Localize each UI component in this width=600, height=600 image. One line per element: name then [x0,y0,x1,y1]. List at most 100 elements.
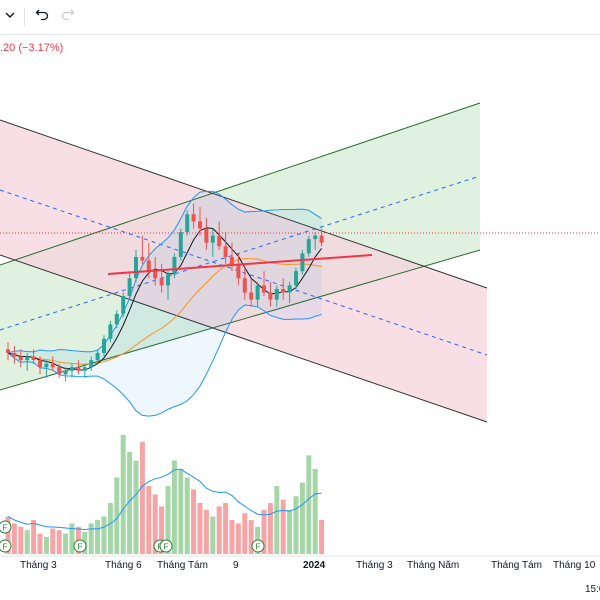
pitchfork-channel-pink-fill [0,120,487,422]
volume-bar [191,489,197,554]
candle-body [249,292,254,300]
candle-body [178,232,183,257]
volume-bar [274,486,280,554]
candle-body [121,296,126,314]
bollinger-lower-line [7,304,322,417]
channel-pink-upper-line [0,119,488,289]
candle-body [153,271,158,279]
chevron-down-icon [5,12,15,18]
bollinger-upper-line [7,190,322,354]
volume-bar [5,516,11,554]
time-axis-label: Tháng Tám [491,560,542,571]
candle-body [217,235,222,247]
volume-bar [203,509,209,554]
volume-bar [69,523,75,554]
volume-bar [280,499,286,554]
candle-body [281,288,286,293]
interval-dropdown-icon[interactable] [2,7,18,27]
volume-bars [5,435,325,554]
candle-body [57,367,62,375]
candle-body [146,260,151,272]
channel-green-lower-line [0,249,481,391]
candle-body [306,239,311,254]
volume-bar [101,516,107,554]
candle-body [210,235,215,243]
dividend-marker-label: F [3,543,8,552]
volume-bar [165,486,171,554]
candle-body [70,367,74,371]
channel-pink-mid-line [0,189,488,356]
time-axis[interactable]: Tháng 3 Tháng 6 Tháng Tám 9 2024 Tháng 3 Tháng… [20,560,596,571]
volume-bar [299,482,305,554]
time-axis-label: Tháng 3 [356,560,393,571]
candle-body [319,235,324,243]
redo-icon [61,9,75,21]
volume-bar [229,520,235,554]
volume-bar [24,530,30,554]
candle-body [140,256,145,261]
volume-bar [319,520,325,554]
time-axis-label: Tháng Tám [157,560,208,571]
bollinger-fill [8,191,322,417]
candle-body [114,313,119,325]
candle-body [31,356,36,361]
dividend-marker-label: F [164,543,169,552]
candle-body [102,338,106,353]
volume-bar [223,503,229,554]
dividend-marker-icon [73,539,87,553]
candle-body [300,253,305,272]
candle-body [12,352,17,357]
candle-body [108,324,113,339]
volume-bar [127,452,133,554]
candle-body [185,214,190,233]
candle-body [82,367,87,371]
time-axis-label: Tháng Năm [407,560,459,571]
candle-body [89,360,94,368]
dividend-marker-label: F [3,524,8,533]
candle-body [274,288,279,300]
candle-body [230,256,234,265]
undo-button[interactable] [32,7,52,27]
volume-bar [37,533,43,554]
candle-body [198,221,202,229]
candle-body [236,264,241,279]
volume-bar [56,530,62,554]
time-axis-label: Tháng 10 [553,560,596,571]
candle-body [204,228,209,243]
redo-button[interactable] [58,7,78,27]
volume-bar [107,503,113,554]
volume-bar [50,528,56,554]
volume-bar [235,523,241,554]
volume-bar [63,533,69,554]
volume-bar [306,455,312,554]
volume-bar [210,516,216,554]
volume-bar [267,503,273,554]
candle-body [287,285,292,293]
candle-body [25,356,30,361]
volume-bar [184,477,190,554]
regression-trend-line [107,254,373,275]
volume-bar [287,509,293,554]
dividend-marker-icon [0,520,12,534]
candle-body [50,363,55,368]
volume-bar [31,520,37,554]
candle-body [255,285,260,300]
volume-bar [95,520,101,554]
toolbar-divider [24,8,25,26]
candle-body [38,360,42,368]
volume-bar [43,537,49,554]
candle-body [63,370,68,375]
time-axis-label: Tháng 6 [105,560,142,571]
candles [6,203,324,382]
volume-bar [114,477,120,554]
volume-bar [197,503,203,554]
dividend-marker-label: F [256,543,261,552]
volume-bar [216,506,222,554]
candle-body [268,292,273,300]
volume-bar [120,435,126,554]
top-toolbar [0,0,600,35]
volume-bar [242,513,248,554]
volume-bar [88,523,94,554]
candle-body [166,274,170,286]
